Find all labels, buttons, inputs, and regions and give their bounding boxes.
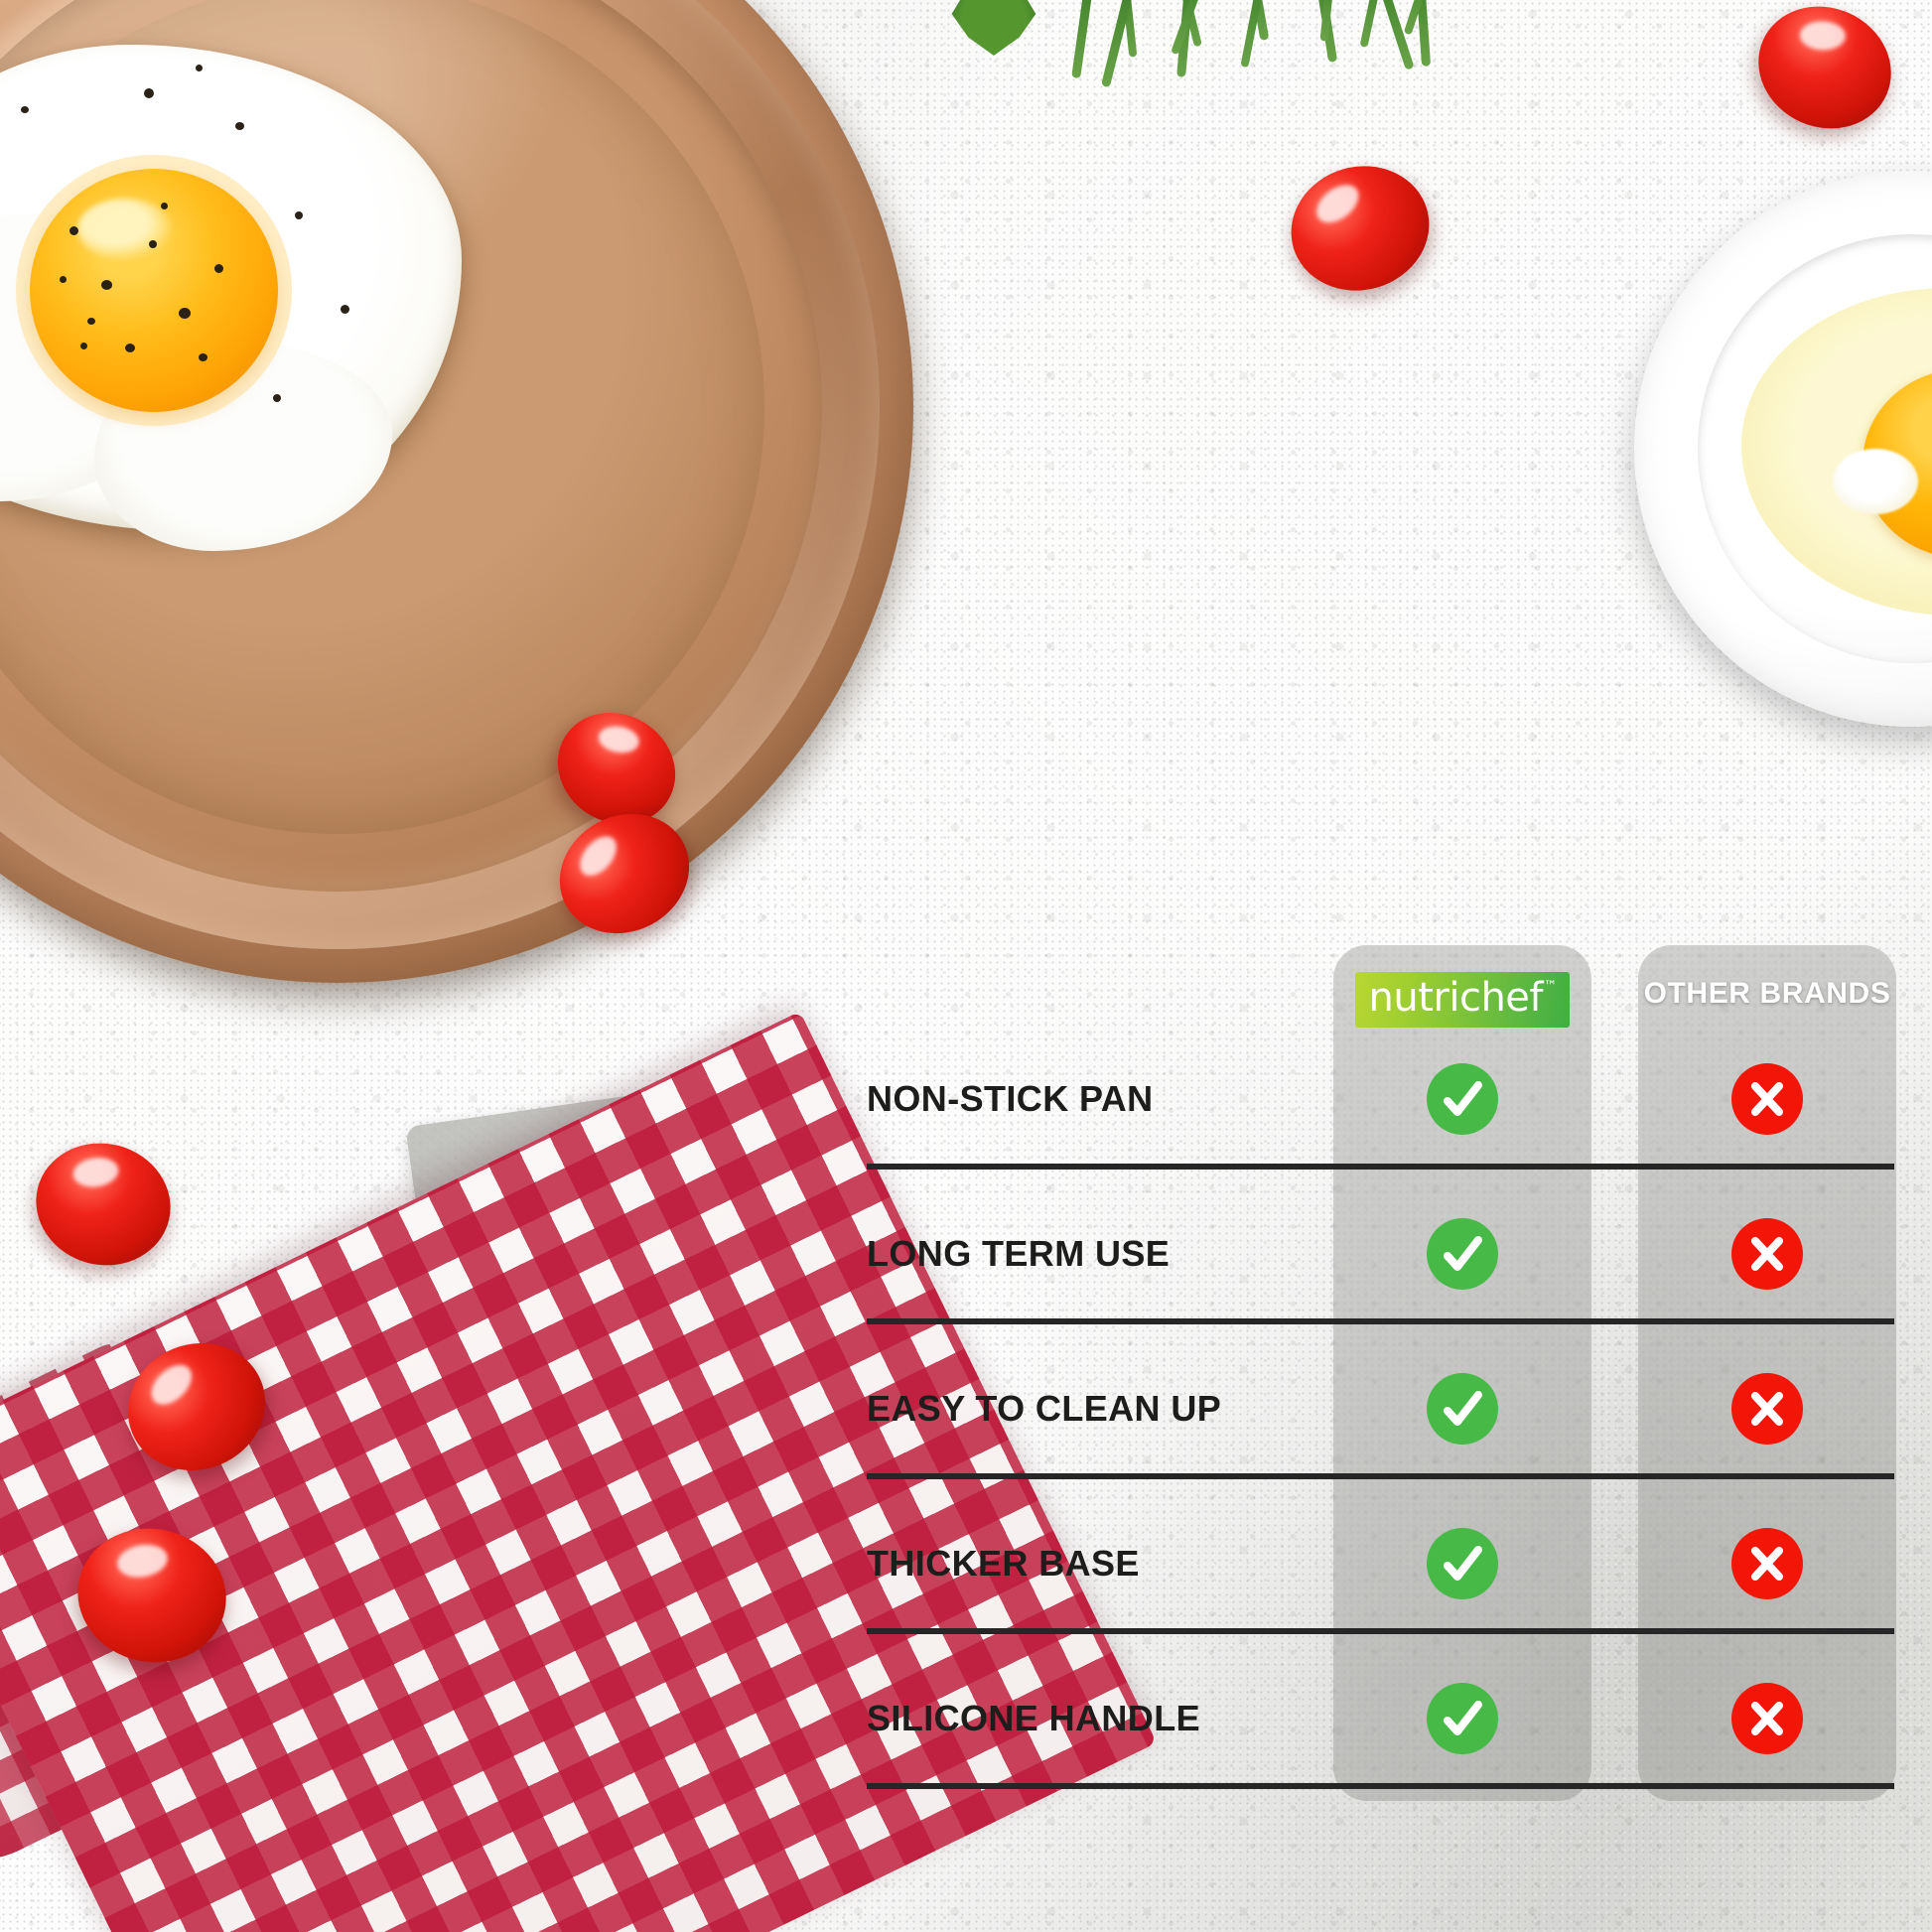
trademark-symbol: ™ bbox=[1543, 978, 1557, 994]
fried-egg bbox=[0, 45, 462, 551]
feature-label-easy-to-clean-up: EASY TO CLEAN UP bbox=[867, 1388, 1222, 1429]
feature-label-non-stick-pan: NON-STICK PAN bbox=[867, 1078, 1154, 1119]
check-icon bbox=[1427, 1218, 1498, 1290]
nutrichef-logo: nutrichef ™ bbox=[1355, 972, 1570, 1028]
feature-label-silicone-handle: SILICONE HANDLE bbox=[867, 1698, 1201, 1738]
nutrichef-logo-text: nutrichef bbox=[1368, 975, 1544, 1021]
row-divider bbox=[867, 1318, 1894, 1324]
check-icon bbox=[1427, 1063, 1498, 1135]
check-icon bbox=[1427, 1373, 1498, 1445]
feature-label-thicker-base: THICKER BASE bbox=[867, 1543, 1140, 1584]
other-brands-header: OTHER BRANDS bbox=[1643, 977, 1891, 1010]
row-divider bbox=[867, 1473, 1894, 1479]
egg-yolk bbox=[30, 169, 278, 412]
cross-icon bbox=[1731, 1218, 1803, 1290]
check-icon bbox=[1427, 1528, 1498, 1599]
raw-egg-chalaza bbox=[1833, 449, 1918, 514]
row-divider bbox=[867, 1628, 1894, 1634]
check-icon bbox=[1427, 1683, 1498, 1754]
row-divider bbox=[867, 1164, 1894, 1170]
cross-icon bbox=[1731, 1063, 1803, 1135]
cross-icon bbox=[1731, 1683, 1803, 1754]
cross-icon bbox=[1731, 1373, 1803, 1445]
row-divider bbox=[867, 1783, 1894, 1789]
cross-icon bbox=[1731, 1528, 1803, 1599]
frying-pan bbox=[0, 0, 933, 1003]
yolk-highlight bbox=[77, 199, 173, 260]
feature-label-long-term-use: LONG TERM USE bbox=[867, 1233, 1171, 1274]
